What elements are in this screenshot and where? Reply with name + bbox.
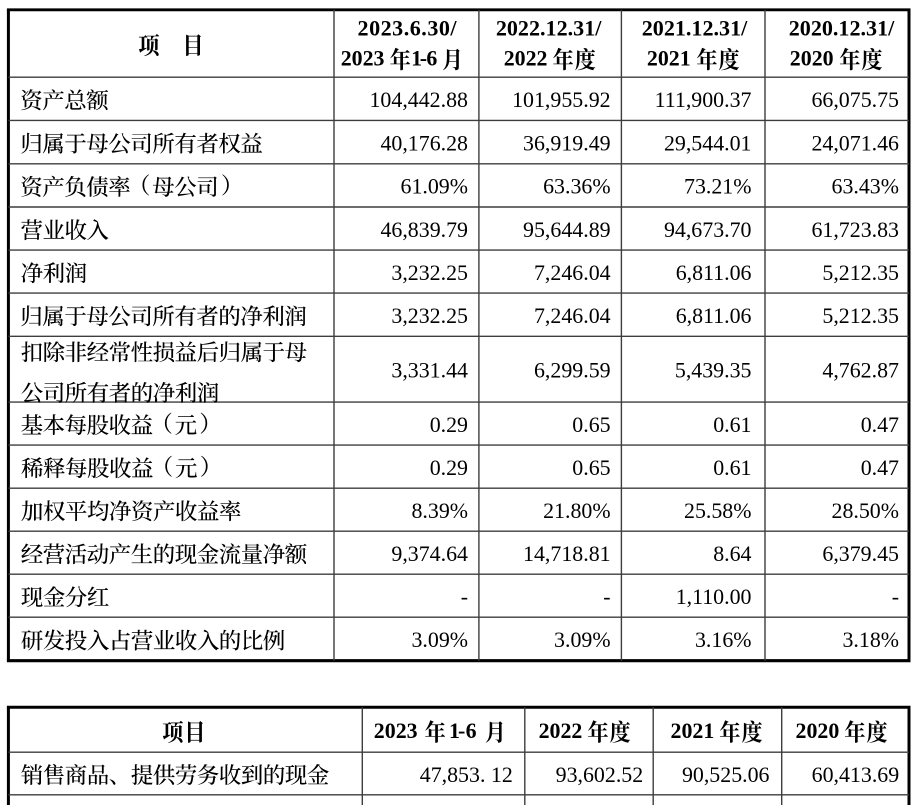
svg-text:3,232.25: 3,232.25	[391, 303, 468, 328]
svg-text:6: 6	[426, 46, 437, 71]
svg-text:0.65: 0.65	[572, 455, 610, 480]
svg-text:5,212.35: 5,212.35	[822, 260, 899, 285]
svg-text:61.09%: 61.09%	[401, 174, 469, 199]
svg-text:66,075.75: 66,075.75	[811, 87, 899, 112]
svg-text:2022: 2022	[504, 46, 548, 71]
svg-text:111,900.37: 111,900.37	[655, 87, 752, 112]
svg-text:6,379.45: 6,379.45	[822, 541, 899, 566]
svg-text:9,374.64: 9,374.64	[391, 541, 468, 566]
svg-text:24,071.46: 24,071.46	[811, 130, 899, 155]
svg-text:2020.12.31/: 2020.12.31/	[789, 16, 895, 41]
svg-text:90,525.06: 90,525.06	[682, 762, 770, 787]
svg-text:94,673.70: 94,673.70	[664, 217, 752, 242]
svg-text:-: -	[603, 584, 610, 609]
svg-text:1: 1	[449, 718, 460, 743]
svg-text:2023: 2023	[374, 718, 418, 743]
svg-text:0.61: 0.61	[713, 455, 751, 480]
svg-text:47,853. 12: 47,853. 12	[420, 762, 513, 787]
svg-text:46,839.79: 46,839.79	[380, 217, 468, 242]
svg-text:-: -	[892, 584, 899, 609]
svg-text:28.50%: 28.50%	[832, 498, 900, 523]
svg-text:5,212.35: 5,212.35	[822, 303, 899, 328]
svg-text:2021: 2021	[671, 718, 715, 743]
svg-text:3,232.25: 3,232.25	[391, 260, 468, 285]
svg-text:25.58%: 25.58%	[684, 498, 752, 523]
svg-text:61,723.83: 61,723.83	[811, 217, 899, 242]
svg-text:0.29: 0.29	[430, 455, 468, 480]
svg-text:63.36%: 63.36%	[543, 174, 611, 199]
svg-text:0.29: 0.29	[430, 412, 468, 437]
svg-text:14,718.81: 14,718.81	[523, 541, 611, 566]
svg-text:8.64: 8.64	[713, 541, 751, 566]
svg-text:29,544.01: 29,544.01	[664, 130, 752, 155]
svg-text:95,644.89: 95,644.89	[523, 217, 611, 242]
svg-text:2022.12.31/: 2022.12.31/	[496, 16, 602, 41]
svg-text:-: -	[420, 46, 427, 71]
svg-text:2023.6.30/: 2023.6.30/	[358, 16, 458, 41]
svg-text:5,439.35: 5,439.35	[675, 358, 752, 383]
svg-text:3.09%: 3.09%	[554, 627, 611, 652]
svg-text:2021.12.31/: 2021.12.31/	[642, 16, 748, 41]
svg-text:2020: 2020	[796, 718, 840, 743]
svg-text:3,331.44: 3,331.44	[391, 358, 468, 383]
svg-text:0.65: 0.65	[572, 412, 610, 437]
svg-text:36,919.49: 36,919.49	[523, 130, 611, 155]
svg-text:2022: 2022	[539, 718, 583, 743]
svg-text:93,602.52: 93,602.52	[556, 762, 644, 787]
svg-text:60,413.69: 60,413.69	[812, 762, 900, 787]
svg-text:3.16%: 3.16%	[695, 627, 752, 652]
svg-text:6,811.06: 6,811.06	[676, 303, 752, 328]
svg-text:6: 6	[466, 718, 477, 743]
svg-text:7,246.04: 7,246.04	[534, 260, 611, 285]
svg-text:0.61: 0.61	[713, 412, 751, 437]
svg-text:0.47: 0.47	[861, 455, 899, 480]
svg-text:-: -	[461, 584, 468, 609]
svg-text:21.80%: 21.80%	[543, 498, 611, 523]
svg-text:1: 1	[411, 46, 422, 71]
svg-text:0.47: 0.47	[861, 412, 899, 437]
svg-text:73.21%: 73.21%	[684, 174, 752, 199]
svg-text:2023: 2023	[341, 46, 385, 71]
svg-text:2021: 2021	[647, 46, 691, 71]
svg-text:-: -	[458, 718, 465, 743]
svg-text:6,811.06: 6,811.06	[676, 260, 752, 285]
svg-text:63.43%: 63.43%	[832, 174, 900, 199]
svg-text:6,299.59: 6,299.59	[534, 358, 611, 383]
svg-text:3.18%: 3.18%	[842, 627, 899, 652]
svg-text:101,955.92: 101,955.92	[512, 87, 611, 112]
svg-text:40,176.28: 40,176.28	[380, 130, 468, 155]
svg-text:8.39%: 8.39%	[411, 498, 468, 523]
svg-text:7,246.04: 7,246.04	[534, 303, 611, 328]
svg-text:2020: 2020	[790, 46, 834, 71]
svg-text:3.09%: 3.09%	[411, 627, 468, 652]
svg-text:1,110.00: 1,110.00	[676, 584, 752, 609]
svg-text:104,442.88: 104,442.88	[369, 87, 468, 112]
svg-text:4,762.87: 4,762.87	[822, 358, 899, 383]
